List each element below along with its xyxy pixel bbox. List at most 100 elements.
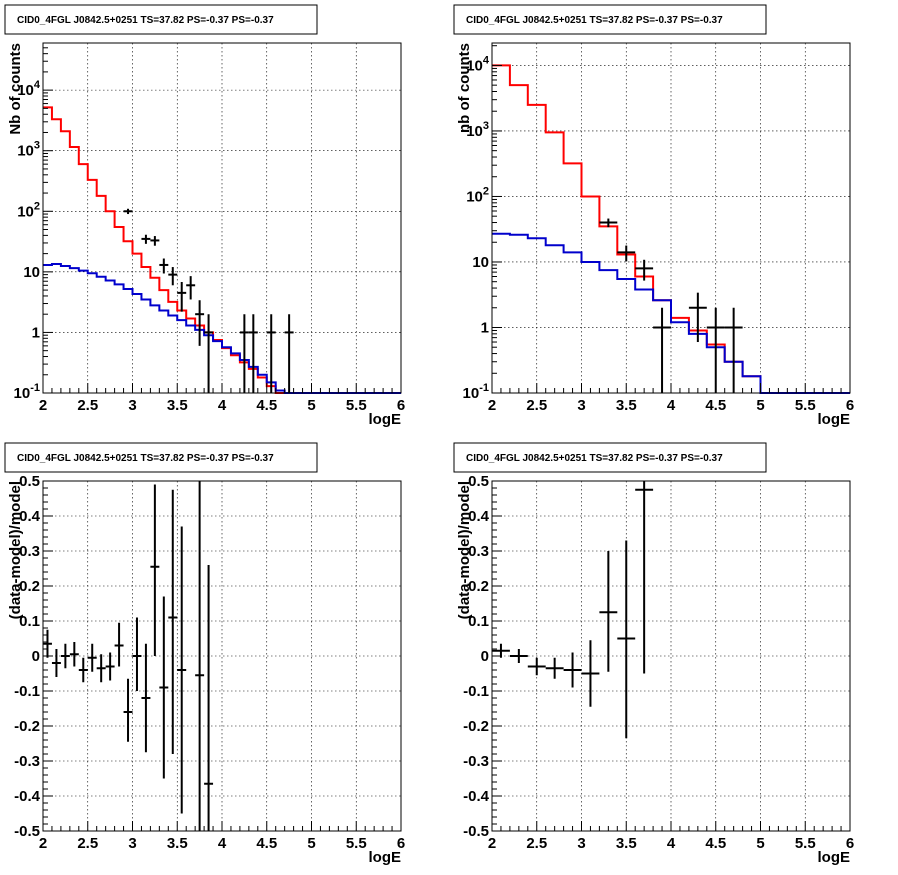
data-point — [168, 489, 178, 754]
data-point — [724, 307, 743, 393]
y-tick-label: -0.2 — [14, 718, 40, 735]
data-point — [266, 314, 276, 393]
y-tick-label-exponent: 3 — [483, 120, 489, 132]
x-tick-label: 3.5 — [167, 835, 188, 852]
x-tick-label: 2 — [488, 835, 496, 852]
data-point — [706, 307, 725, 393]
x-tick-label: 4 — [218, 835, 227, 852]
y-tick-label: -0.5 — [14, 823, 40, 840]
y-tick-label: 0 — [32, 648, 40, 665]
y-tick-label: -0.1 — [14, 683, 40, 700]
data-point — [599, 218, 618, 228]
data-point — [635, 481, 654, 674]
data-point — [177, 281, 187, 312]
counts-panel-left: 2 2.5 3 3.5 4 4.5 5 5.5 6logE10-1110102103104Nb … — [4, 4, 405, 428]
title-box-frame — [453, 442, 767, 473]
x-tick-label: 3.5 — [616, 397, 637, 414]
x-tick-label: 3 — [128, 397, 136, 414]
x-tick-label: 3 — [577, 835, 585, 852]
y-tick-label: 103 — [466, 120, 489, 140]
y-tick-label: 0.2 — [19, 578, 40, 595]
data-point — [123, 678, 133, 742]
title-box: CID0_4FGL J0842.5+0251 TS=37.82 PS=-0.37… — [4, 442, 318, 473]
data-point — [159, 596, 169, 779]
data-point — [141, 643, 151, 753]
x-axis-label: logE — [818, 411, 851, 428]
x-tick-label: 2.5 — [77, 397, 98, 414]
data-point — [509, 649, 528, 663]
y-tick-label: 0.4 — [19, 508, 41, 525]
data-point — [186, 276, 196, 300]
x-tick-label: 5 — [756, 397, 764, 414]
y-tick-label: -0.5 — [463, 823, 489, 840]
x-axis-label: logE — [818, 849, 851, 866]
y-tick-label: 102 — [17, 200, 40, 220]
y-tick-label: -0.1 — [463, 683, 489, 700]
x-axis-label: logE — [369, 411, 402, 428]
data-point — [159, 258, 169, 274]
x-tick-label: 2 — [488, 397, 496, 414]
series-1-step-line — [492, 232, 850, 394]
data-point — [60, 643, 70, 669]
x-tick-label: 5.5 — [795, 835, 816, 852]
y-axis: -0.5 -0.4 -0.3 -0.2 -0.1 0 0.1 0.2 0.3 0.4 0.5(dat… — [456, 473, 502, 840]
data-point — [114, 622, 124, 667]
y-tick-label: 0.1 — [19, 613, 40, 630]
y-tick-label-base: 10 — [466, 123, 483, 140]
data-point — [69, 642, 79, 667]
data-point — [545, 657, 564, 679]
y-tick-label: 104 — [17, 79, 41, 99]
y-tick-label-base: 10 — [463, 385, 480, 402]
y-tick-label: 10 — [472, 254, 489, 271]
y-tick-label-exponent: 2 — [483, 185, 489, 197]
y-tick-label: -0.3 — [14, 753, 40, 770]
x-tick-label: 6 — [846, 397, 854, 414]
data-point — [617, 245, 636, 262]
data-point — [51, 649, 61, 677]
x-tick-label: 4 — [667, 835, 676, 852]
y-tick-label: -0.2 — [463, 718, 489, 735]
data-point — [527, 657, 546, 676]
data-point — [150, 236, 160, 246]
x-tick-label: 4.5 — [256, 397, 277, 414]
x-tick-label: 2.5 — [526, 397, 547, 414]
y-tick-label-exponent: 3 — [34, 140, 40, 152]
y-tick-label: 10-1 — [463, 382, 489, 402]
y-tick-label: 0 — [481, 648, 489, 665]
y-tick-label-base: 10 — [17, 203, 34, 220]
x-tick-label: 4 — [667, 397, 676, 414]
grid-lines — [492, 481, 850, 831]
y-tick-label: 102 — [466, 185, 489, 205]
x-tick-label: 2 — [39, 397, 47, 414]
chart-title: CID0_4FGL J0842.5+0251 TS=37.82 PS=-0.37… — [466, 453, 723, 464]
x-tick-label: 6 — [846, 835, 854, 852]
data-point — [150, 484, 160, 656]
y-tick-label-base: 10 — [466, 188, 483, 205]
y-tick-label: 1 — [32, 324, 40, 341]
grid-lines — [43, 481, 401, 831]
title-box: CID0_4FGL J0842.5+0251 TS=37.82 PS=-0.37… — [4, 4, 318, 35]
x-tick-label: 3.5 — [616, 835, 637, 852]
x-axis-label: logE — [369, 849, 402, 866]
y-tick-label: 0.3 — [19, 543, 40, 560]
data-point — [96, 654, 106, 683]
data-point — [653, 307, 671, 393]
y-tick-label: 0.1 — [468, 613, 489, 630]
y-tick-label: 103 — [17, 140, 40, 160]
x-tick-label: 5.5 — [346, 835, 367, 852]
x-tick-label: 5 — [307, 835, 315, 852]
data-point — [168, 267, 178, 286]
y-tick-label: 0.3 — [468, 543, 489, 560]
data-point — [195, 481, 205, 831]
x-tick-label: 3 — [128, 835, 136, 852]
title-box: CID0_4FGL J0842.5+0251 TS=37.82 PS=-0.37… — [453, 442, 767, 473]
x-tick-label: 5 — [307, 397, 315, 414]
x-tick-label: 5.5 — [795, 397, 816, 414]
data-point — [581, 640, 600, 707]
data-point — [195, 300, 205, 346]
y-tick-label: -0.3 — [463, 753, 489, 770]
